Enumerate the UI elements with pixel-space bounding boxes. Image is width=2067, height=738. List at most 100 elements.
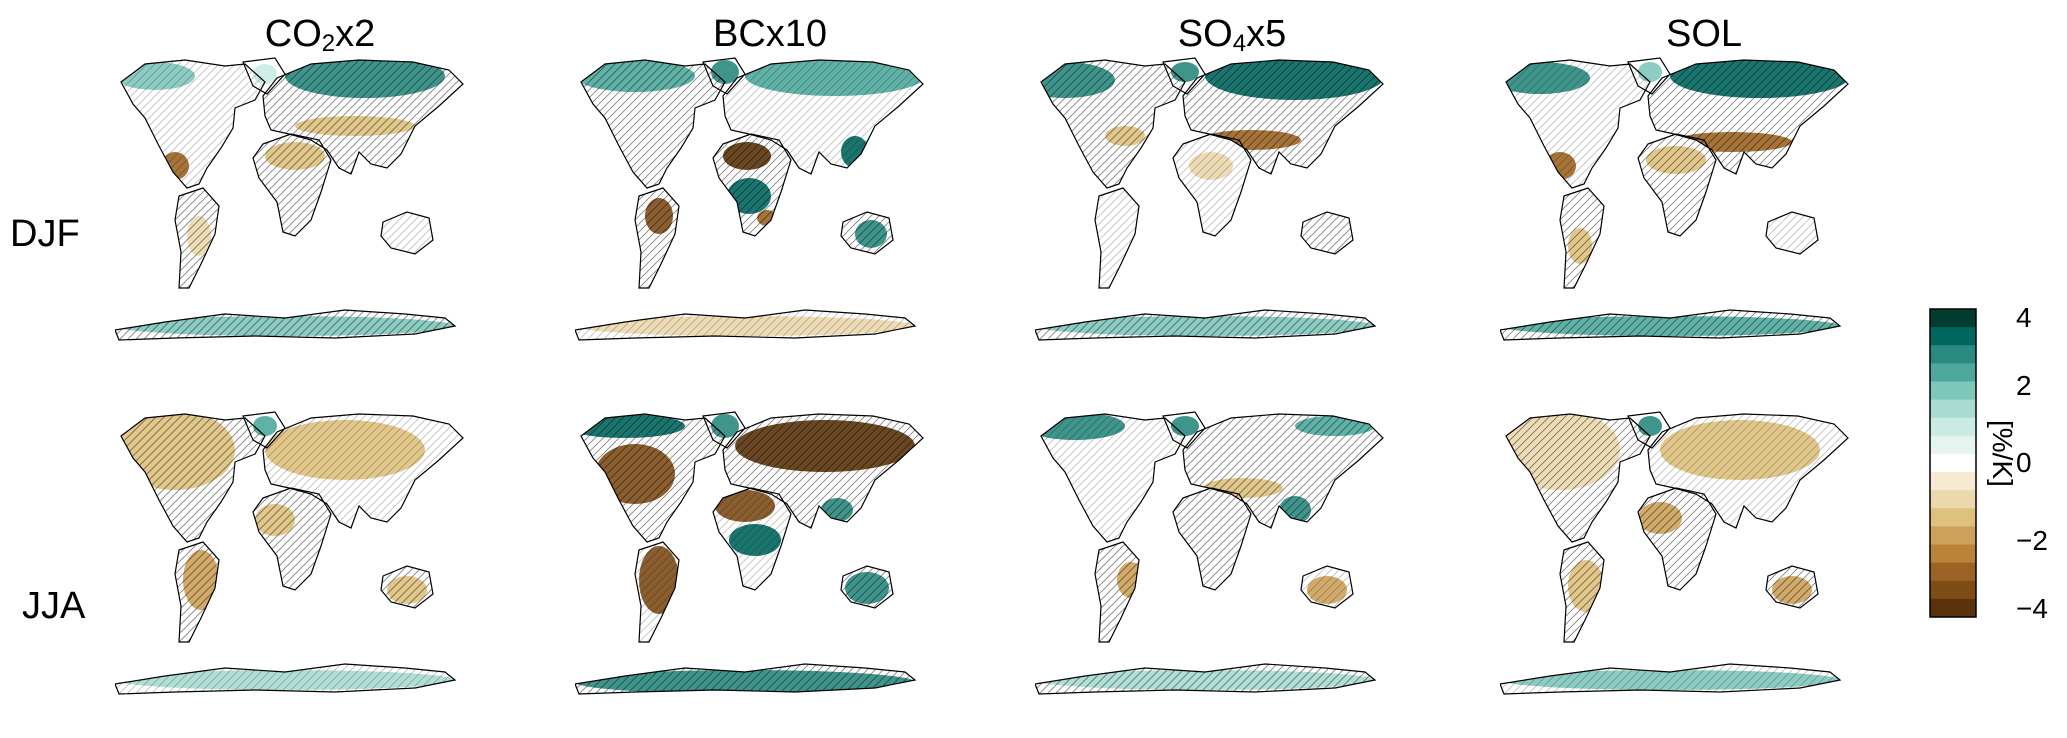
colorbar (1929, 308, 1977, 618)
column-title-sol: SOL (1665, 13, 1743, 55)
coastline (1647, 59, 1849, 175)
coastline (722, 413, 924, 529)
coastline (262, 59, 464, 175)
coastline (580, 59, 726, 189)
coastline (702, 57, 746, 95)
colorbar-segment (1930, 490, 1976, 509)
coastline (712, 487, 792, 591)
column-title-so4: SO4x5 (1177, 13, 1287, 57)
coastline (174, 187, 220, 289)
colorbar-segment (1930, 381, 1976, 401)
colorbar-tick-label: 0 (2016, 447, 2032, 478)
coastline (1162, 57, 1206, 95)
coastline (574, 309, 917, 341)
colorbar-unit-label: [%/K] (1987, 420, 2018, 487)
world-map (114, 411, 464, 695)
coastline (1034, 309, 1377, 341)
map-panel-so4-jja (1034, 410, 1405, 715)
map-panel-bc-djf (574, 56, 945, 361)
colorbar-segment (1930, 435, 1976, 455)
colorbar-segment (1930, 472, 1976, 491)
coastline (634, 541, 680, 643)
coastline (1559, 187, 1605, 289)
coastline (1505, 413, 1651, 543)
coastline (1040, 413, 1186, 543)
coastline (1300, 565, 1354, 609)
coastline (712, 133, 792, 237)
colorbar-segment (1930, 309, 1976, 328)
coastline (840, 565, 894, 609)
row-title-jja: JJA (22, 585, 86, 627)
colorbar-tick-label: −2 (2016, 525, 2048, 556)
row-title-djf: DJF (10, 213, 80, 255)
coastline (1505, 59, 1651, 189)
coastline (1172, 133, 1252, 237)
world-map (1034, 411, 1384, 695)
coastline (580, 413, 726, 543)
colorbar-tick-label: 4 (2016, 302, 2032, 333)
coastline (114, 663, 457, 695)
coastline (252, 487, 332, 591)
coastline (1499, 663, 1842, 695)
coastline (380, 565, 434, 609)
coastline (1499, 309, 1842, 341)
coastline (1172, 487, 1252, 591)
coastline (380, 211, 434, 255)
world-map (1034, 57, 1384, 341)
coastline (840, 211, 894, 255)
coastline (1300, 211, 1354, 255)
colorbar-tick-label: −4 (2016, 593, 2048, 624)
map-panel-co2-djf (114, 56, 485, 361)
coastline (1034, 663, 1377, 695)
map-panel-sol-jja (1499, 410, 1870, 715)
coastline (1182, 413, 1384, 529)
colorbar-segment (1930, 598, 1976, 618)
column-title-bc: BCx10 (712, 13, 828, 55)
colorbar-segment (1930, 562, 1976, 582)
coastline (174, 541, 220, 643)
colorbar-segment (1930, 508, 1976, 527)
coastline (702, 411, 746, 449)
colorbar-frame (1929, 308, 1977, 618)
colorbar-segment (1930, 345, 1976, 364)
coastline (1162, 411, 1206, 449)
coastline (1094, 541, 1140, 643)
coastline (1647, 413, 1849, 529)
world-map (1499, 411, 1849, 695)
world-map (574, 57, 924, 341)
coastline (1627, 57, 1671, 95)
colorbar-segment (1930, 453, 1976, 473)
map-panel-so4-djf (1034, 56, 1405, 361)
colorbar-segment (1930, 580, 1976, 600)
colorbar-segment (1930, 544, 1976, 564)
coastline (262, 413, 464, 529)
map-panel-co2-jja (114, 410, 485, 715)
coastline (114, 309, 457, 341)
colorbar-segment (1930, 399, 1976, 419)
map-panel-bc-jja (574, 410, 945, 715)
coastline (120, 59, 266, 189)
coastline (120, 413, 266, 543)
coastline (1040, 59, 1186, 189)
coastline (634, 187, 680, 289)
coastline (1094, 187, 1140, 289)
colorbar-segment (1930, 526, 1976, 546)
coastline (1559, 541, 1605, 643)
coastline (722, 59, 924, 175)
world-map (574, 411, 924, 695)
world-map (114, 57, 464, 341)
coastline (1627, 411, 1671, 449)
coastline (1765, 565, 1819, 609)
coastline (252, 133, 332, 237)
column-title-co2: CO2x2 (264, 13, 376, 57)
coastline (1765, 211, 1819, 255)
colorbar-segment (1930, 417, 1976, 437)
colorbar-segment (1930, 363, 1976, 382)
colorbar-segment (1930, 327, 1976, 346)
coastline (1637, 487, 1717, 591)
coastline (574, 663, 917, 695)
coastline (1182, 59, 1384, 175)
map-panel-sol-djf (1499, 56, 1870, 361)
coastline (242, 411, 286, 449)
